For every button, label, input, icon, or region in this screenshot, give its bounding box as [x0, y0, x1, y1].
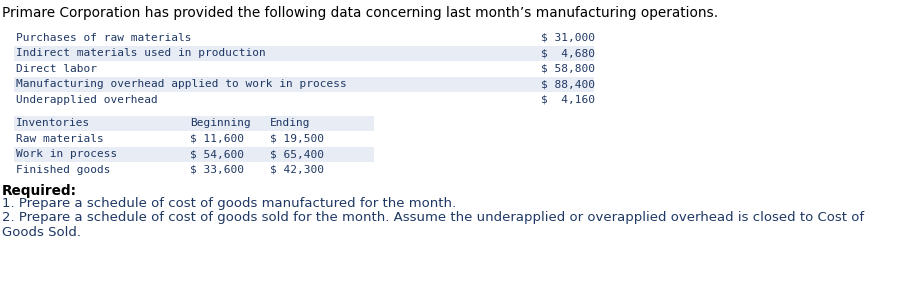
Text: $ 88,400: $ 88,400 — [541, 79, 595, 89]
Text: Raw materials: Raw materials — [16, 134, 104, 144]
Text: Primare Corporation has provided the following data concerning last month’s manu: Primare Corporation has provided the fol… — [2, 6, 718, 20]
Bar — [14, 131, 374, 146]
Bar — [14, 162, 374, 178]
Text: Purchases of raw materials: Purchases of raw materials — [16, 33, 192, 43]
Text: Inventories: Inventories — [16, 118, 90, 128]
Text: Finished goods: Finished goods — [16, 165, 111, 175]
Text: $ 19,500: $ 19,500 — [270, 134, 324, 144]
Text: $  4,680: $ 4,680 — [541, 48, 595, 58]
Text: Manufacturing overhead applied to work in process: Manufacturing overhead applied to work i… — [16, 79, 346, 89]
Bar — [14, 45, 594, 61]
Text: Direct labor: Direct labor — [16, 64, 97, 74]
Bar — [14, 116, 374, 131]
Text: Underapplied overhead: Underapplied overhead — [16, 95, 157, 105]
Text: $ 58,800: $ 58,800 — [541, 64, 595, 74]
Text: $ 11,600: $ 11,600 — [190, 134, 244, 144]
Bar — [14, 61, 594, 77]
Text: Work in process: Work in process — [16, 149, 117, 159]
Text: 1. Prepare a schedule of cost of goods manufactured for the month.: 1. Prepare a schedule of cost of goods m… — [2, 197, 456, 209]
Text: $ 31,000: $ 31,000 — [541, 33, 595, 43]
Text: $ 65,400: $ 65,400 — [270, 149, 324, 159]
Bar — [14, 30, 594, 45]
Text: Required:: Required: — [2, 184, 77, 198]
Text: $ 54,600: $ 54,600 — [190, 149, 244, 159]
Bar — [14, 146, 374, 162]
Bar — [14, 77, 594, 92]
Text: Beginning: Beginning — [190, 118, 251, 128]
Text: $  4,160: $ 4,160 — [541, 95, 595, 105]
Text: Indirect materials used in production: Indirect materials used in production — [16, 48, 266, 58]
Bar — [14, 92, 594, 108]
Text: $ 33,600: $ 33,600 — [190, 165, 244, 175]
Text: $ 42,300: $ 42,300 — [270, 165, 324, 175]
Text: 2. Prepare a schedule of cost of goods sold for the month. Assume the underappli: 2. Prepare a schedule of cost of goods s… — [2, 211, 864, 224]
Text: Goods Sold.: Goods Sold. — [2, 225, 81, 238]
Text: Ending: Ending — [270, 118, 310, 128]
